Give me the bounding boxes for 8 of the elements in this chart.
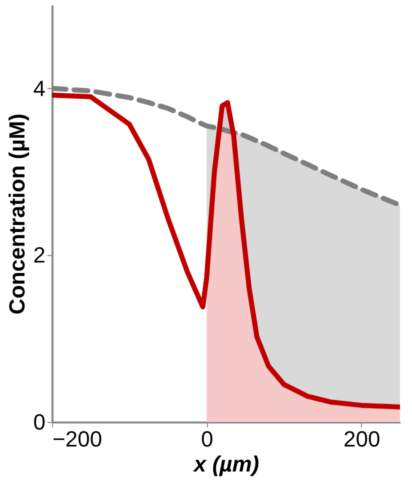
x-tick-label: 200 (343, 426, 380, 452)
y-tick-label: 2 (33, 242, 46, 268)
y-tick-label: 0 (33, 410, 46, 434)
x-tick-label: −200 (52, 426, 102, 452)
x-tick-label: 0 (201, 426, 214, 452)
y-tick-label: 4 (33, 76, 46, 101)
x-axis-title: x (µm) (192, 452, 260, 476)
y-axis-title: Concentration (µM) (4, 114, 30, 314)
